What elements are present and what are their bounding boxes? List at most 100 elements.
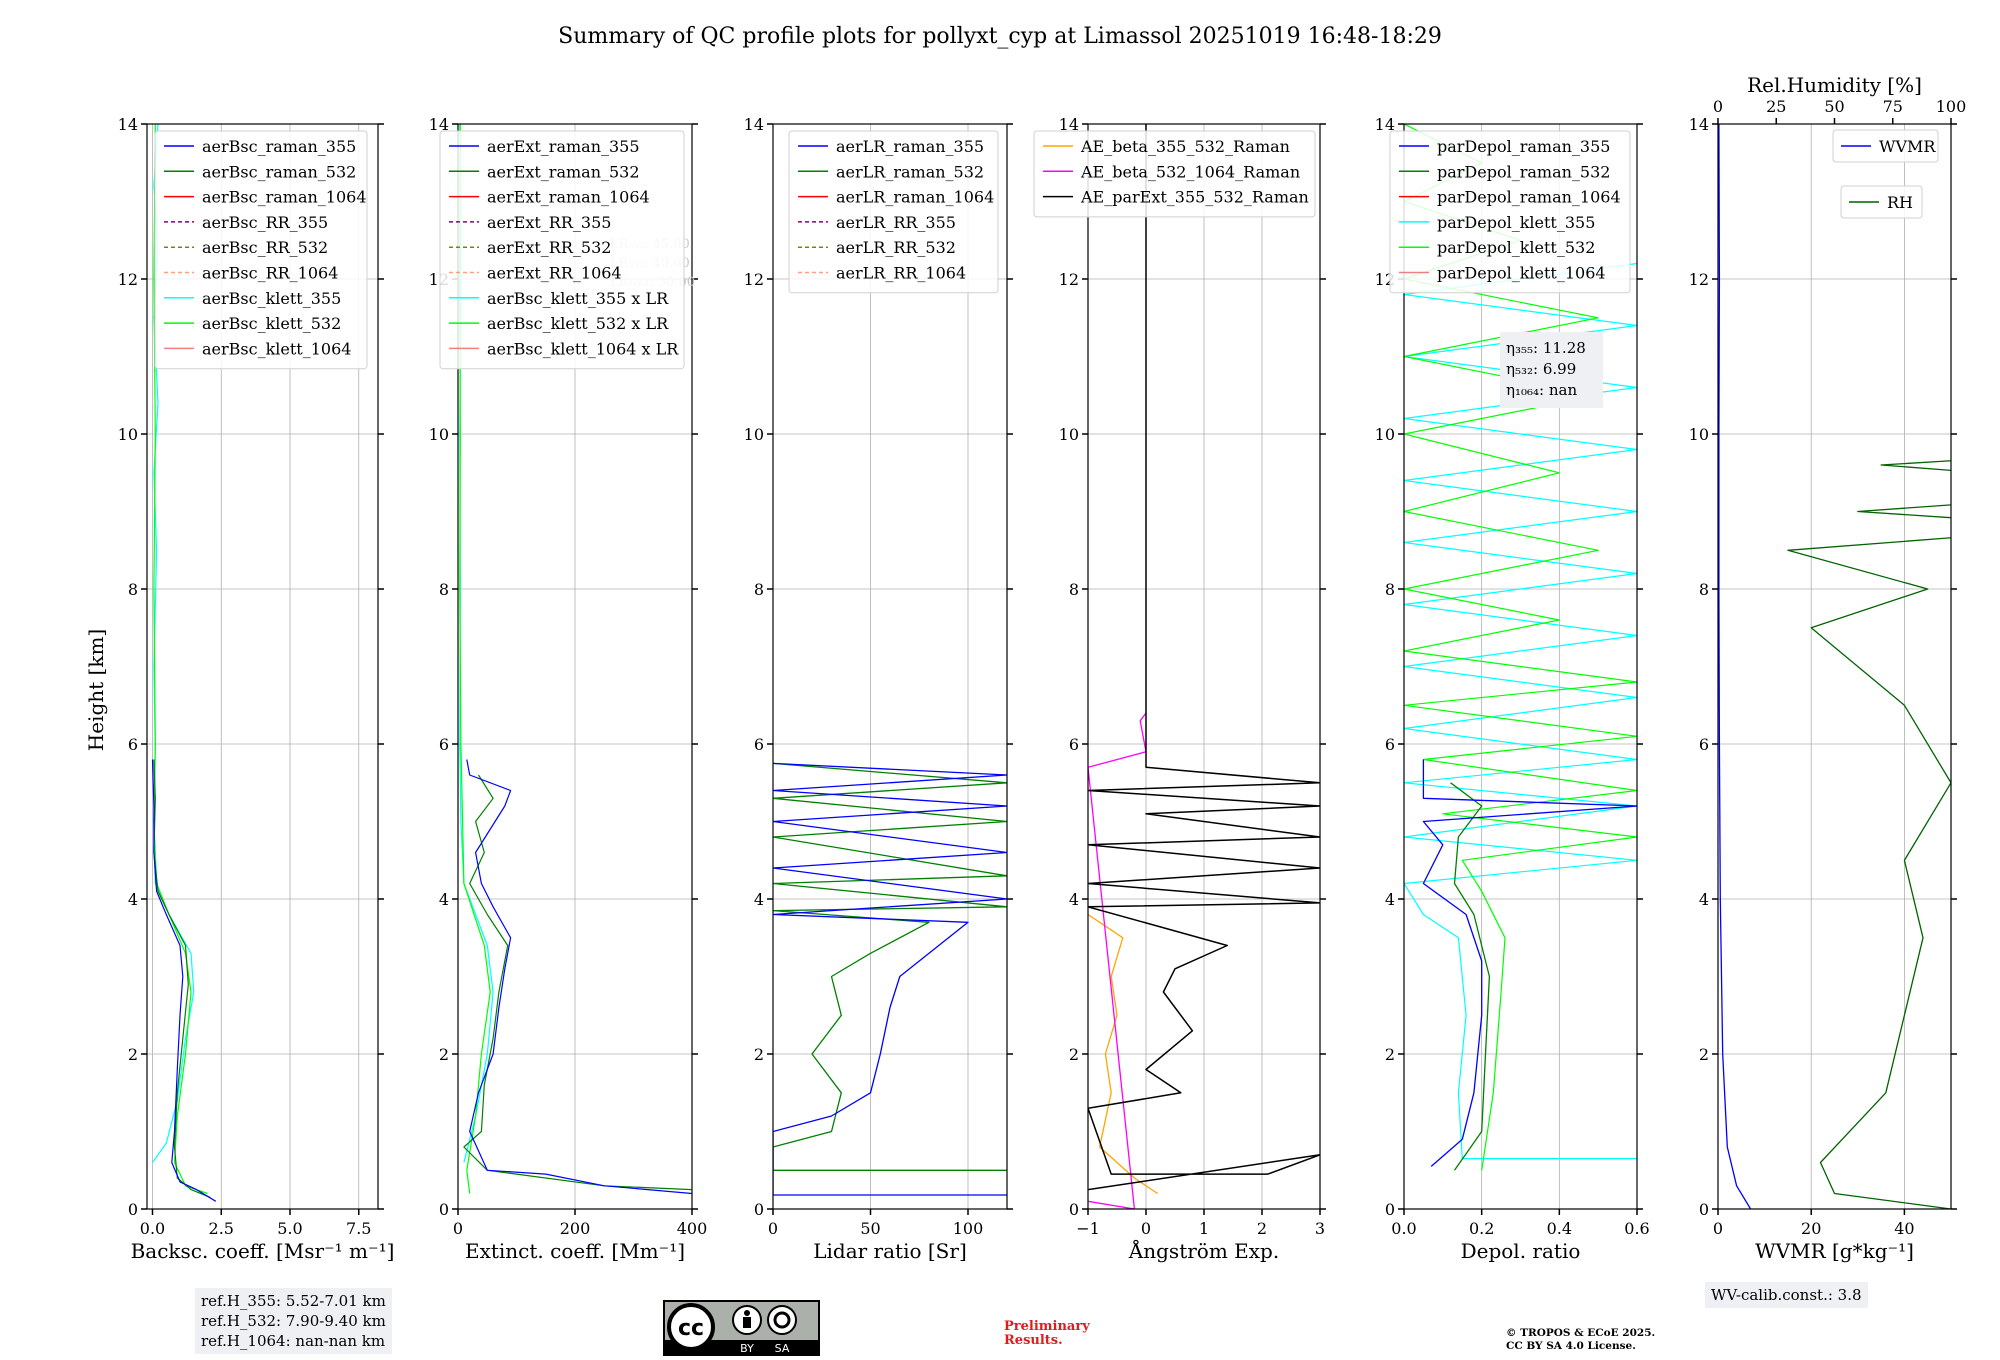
legend-label: aerBsc_RR_532 bbox=[202, 238, 328, 257]
x-axis-label: Ångström Exp. bbox=[1128, 1238, 1279, 1263]
y-tick-label: 4 bbox=[1385, 890, 1395, 909]
preliminary-notice: Preliminary Results. bbox=[1004, 1320, 1090, 1348]
legend-label: WVMR bbox=[1879, 137, 1936, 156]
y-tick-label: 2 bbox=[1069, 1045, 1079, 1064]
x-axis-label: WVMR [g*kg⁻¹] bbox=[1755, 1239, 1914, 1263]
wv-calib-constant: WV-calib.const.: 3.8 bbox=[1711, 1286, 1862, 1304]
legend-label: aerBsc_klett_532 x LR bbox=[487, 314, 669, 333]
top-x-tick-label: 100 bbox=[1936, 97, 1967, 116]
cc-license-badge: cc BY SA bbox=[663, 1300, 820, 1356]
y-tick-label: 4 bbox=[754, 890, 764, 909]
eta-annotation: η₁₀₆₄: nan bbox=[1506, 381, 1577, 399]
series-line-aerLR_raman_355 bbox=[773, 762, 1007, 1196]
legend-label: aerExt_raman_532 bbox=[487, 162, 640, 181]
y-tick-label: 12 bbox=[1059, 270, 1079, 289]
x-axis-label: Depol. ratio bbox=[1461, 1239, 1581, 1263]
copyright-notice: © TROPOS & ECoE 2025. CC BY SA 4.0 Licen… bbox=[1506, 1327, 1655, 1353]
ref-height-355: ref.H_355: 5.52-7.01 km bbox=[201, 1292, 386, 1310]
legend-label: RH bbox=[1887, 193, 1913, 212]
y-tick-label: 10 bbox=[1375, 425, 1395, 444]
top-x-tick-label: 25 bbox=[1766, 97, 1786, 116]
top-x-tick-label: 0 bbox=[1713, 97, 1723, 116]
legend-box bbox=[1840, 185, 1923, 219]
legend-label: aerBsc_raman_355 bbox=[202, 137, 356, 156]
y-tick-label: 14 bbox=[1375, 115, 1395, 134]
series-line-RH bbox=[1787, 433, 1951, 1209]
eta-annotation: η₃₅₅: 11.28 bbox=[1506, 339, 1586, 357]
y-tick-label: 2 bbox=[128, 1045, 138, 1064]
series-line-parDepol_klett_532 bbox=[1404, 124, 1637, 1171]
y-tick-label: 8 bbox=[754, 580, 764, 599]
y-tick-label: 12 bbox=[744, 270, 764, 289]
y-tick-label: 6 bbox=[1069, 735, 1079, 754]
wv-calib-box: WV-calib.const.: 3.8 bbox=[1705, 1282, 1868, 1308]
legend-label: parDepol_raman_532 bbox=[1437, 162, 1610, 181]
legend-label: parDepol_klett_355 bbox=[1437, 213, 1595, 232]
y-tick-label: 0 bbox=[1699, 1200, 1709, 1219]
series-line-aerLR_raman_532 bbox=[773, 762, 1007, 1171]
x-tick-label: 400 bbox=[677, 1219, 708, 1238]
axes-frame bbox=[146, 123, 379, 1210]
series-line-aerBsc_raman_355 bbox=[151, 759, 217, 1202]
x-tick-label: 2.5 bbox=[209, 1219, 234, 1238]
eta-annotation: η₅₃₂: 6.99 bbox=[1506, 360, 1576, 378]
legend-label: aerLR_RR_355 bbox=[836, 213, 956, 232]
legend-box bbox=[1832, 129, 1939, 163]
axes-frame bbox=[1717, 123, 1952, 1210]
series-line-klett_532_LR bbox=[459, 124, 491, 1194]
y-tick-label: 0 bbox=[128, 1200, 138, 1219]
legend-box bbox=[1389, 130, 1631, 294]
series-line-parDepol_raman_532 bbox=[1450, 782, 1491, 1171]
top-x-tick-label: 75 bbox=[1883, 97, 1903, 116]
y-tick-label: 10 bbox=[429, 425, 449, 444]
legend-label: aerBsc_raman_1064 bbox=[202, 188, 367, 207]
y-tick-label: 8 bbox=[1385, 580, 1395, 599]
legend-label: parDepol_raman_1064 bbox=[1437, 188, 1621, 207]
legend-label: aerBsc_klett_355 bbox=[202, 289, 341, 308]
top-x-axis-label: Rel.Humidity [%] bbox=[1747, 73, 1922, 97]
y-tick-label: 10 bbox=[1059, 425, 1079, 444]
y-axis-label: Height [km] bbox=[84, 629, 108, 751]
axes-frame bbox=[1403, 123, 1638, 1210]
x-tick-label: 0.0 bbox=[140, 1219, 165, 1238]
legend-label: aerLR_raman_355 bbox=[836, 137, 984, 156]
legend-label: aerBsc_raman_532 bbox=[202, 162, 356, 181]
x-axis-label: Extinct. coeff. [Mm⁻¹] bbox=[465, 1239, 685, 1263]
legend-box bbox=[154, 130, 368, 370]
y-tick-label: 14 bbox=[1059, 115, 1079, 134]
x-tick-label: 0 bbox=[453, 1219, 463, 1238]
y-tick-label: 4 bbox=[128, 890, 138, 909]
series-line-aerExt_raman_532 bbox=[463, 774, 692, 1191]
series-group bbox=[459, 124, 692, 1195]
legend-label: aerExt_RR_1064 bbox=[487, 264, 622, 283]
x-tick-label: 2 bbox=[1257, 1219, 1267, 1238]
by-label: BY bbox=[740, 1342, 754, 1355]
ref-height-box: ref.H_355: 5.52-7.01 km ref.H_532: 7.90-… bbox=[195, 1288, 392, 1354]
y-tick-label: 8 bbox=[1069, 580, 1079, 599]
axes-frame bbox=[772, 123, 1008, 1210]
cc-text: cc bbox=[678, 1316, 704, 1341]
y-tick-label: 2 bbox=[754, 1045, 764, 1064]
y-tick-label: 14 bbox=[118, 115, 138, 134]
y-tick-label: 10 bbox=[118, 425, 138, 444]
preliminary-line-1: Preliminary bbox=[1004, 1319, 1090, 1334]
series-line-AE_beta_532_1064_Raman bbox=[1088, 712, 1147, 1209]
legend-box bbox=[1033, 130, 1316, 218]
y-tick-label: 4 bbox=[1699, 890, 1709, 909]
legend-label: aerExt_raman_355 bbox=[487, 137, 640, 156]
sa-label: SA bbox=[775, 1342, 790, 1355]
legend-label: aerBsc_RR_1064 bbox=[202, 264, 338, 283]
x-axis-label: Backsc. coeff. [Msr⁻¹ m⁻¹] bbox=[131, 1239, 395, 1263]
y-tick-label: 12 bbox=[118, 270, 138, 289]
x-tick-label: 3 bbox=[1315, 1219, 1325, 1238]
ref-height-532: ref.H_532: 7.90-9.40 km bbox=[201, 1312, 386, 1330]
y-tick-label: 0 bbox=[1385, 1200, 1395, 1219]
series-line-AE_beta_355_532_Raman bbox=[1088, 913, 1158, 1195]
legend-label: aerBsc_klett_1064 bbox=[202, 339, 351, 358]
legend-box bbox=[788, 130, 999, 294]
series-line-AE_parExt_355_532_Raman bbox=[1088, 124, 1320, 1191]
